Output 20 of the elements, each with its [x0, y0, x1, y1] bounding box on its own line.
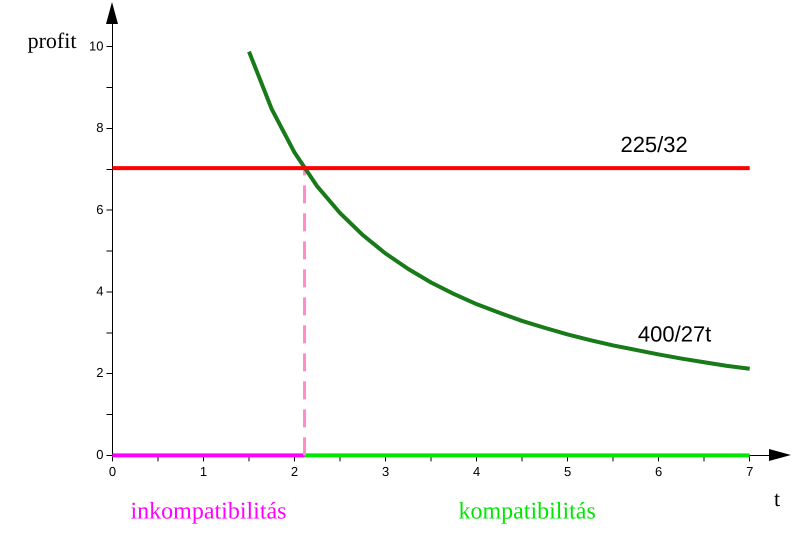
y-tick-label: 4 — [96, 283, 104, 298]
y-tick-label: 6 — [96, 202, 104, 217]
series-label: 400/27t — [638, 321, 712, 346]
x-tick-label: 3 — [382, 464, 390, 479]
series-label: inkompatibilitás — [130, 498, 286, 525]
series-label: kompatibilitás — [458, 498, 596, 525]
x-tick-label: 0 — [108, 464, 116, 479]
y-tick-label: 8 — [96, 120, 104, 136]
x-tick-label: 5 — [564, 464, 572, 479]
x-tick-label: 1 — [200, 464, 208, 479]
y-tick-label: 2 — [96, 365, 104, 380]
x-tick-label: 2 — [290, 464, 298, 479]
x-tick-label: 7 — [746, 464, 754, 479]
y-axis-title: profit — [28, 28, 76, 53]
x-axis-title: t — [774, 486, 780, 512]
series-label: 225/32 — [620, 132, 688, 158]
x-tick-label: 4 — [472, 464, 480, 479]
y-tick-label: 10 — [88, 38, 104, 54]
x-tick-label: 6 — [655, 464, 662, 479]
y-tick-label: 0 — [96, 446, 104, 462]
